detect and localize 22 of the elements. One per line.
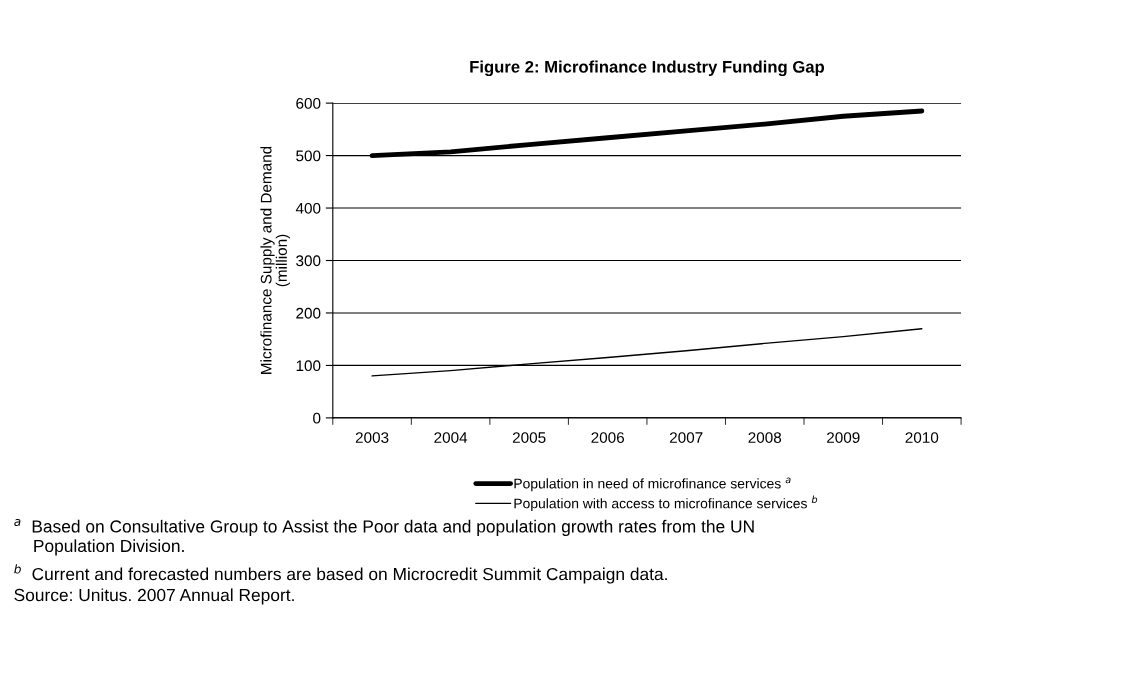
legend-label: Population with access to microfinance services $^{b}$ [514,495,818,512]
legend-label: Population in need of microfinance services $^{a}$ [514,477,791,492]
y-tick-label: 100 [296,360,321,372]
x-tick-label: 2010 [905,432,939,443]
source-note: Source: Unitus. 2007 Annual Report. [14,588,294,605]
y-tick-label: 400 [295,202,321,214]
chart-title: Figure 2: Microfinance Industry Funding Gap [470,60,825,77]
x-tick-label: 2009 [827,432,860,443]
x-tick-label: 2003 [355,432,389,443]
x-tick-label: 2007 [669,432,703,443]
y-tick-label: 500 [296,150,321,162]
y-tick-label: 600 [296,97,321,109]
y-tick-label: 300 [296,255,321,267]
y-tick-label: 0 [313,412,321,424]
x-tick-label: 2005 [512,432,546,443]
y-axis-title: Microfinance Supply and Demand (million) [260,146,290,374]
x-tick-label: 2008 [748,432,782,443]
x-tick-label: 2006 [591,432,624,443]
text: $^{b}$ Current and forecasted numbers are based on Microcredit Summit Campaign data. [14,564,667,584]
y-tick-label: 200 [296,307,321,319]
text: $^{a}$ Based on Consultative Group to Assist the Poor data and population growth rates from the UN Population Division. [14,518,754,556]
x-tick-label: 2004 [434,432,468,443]
